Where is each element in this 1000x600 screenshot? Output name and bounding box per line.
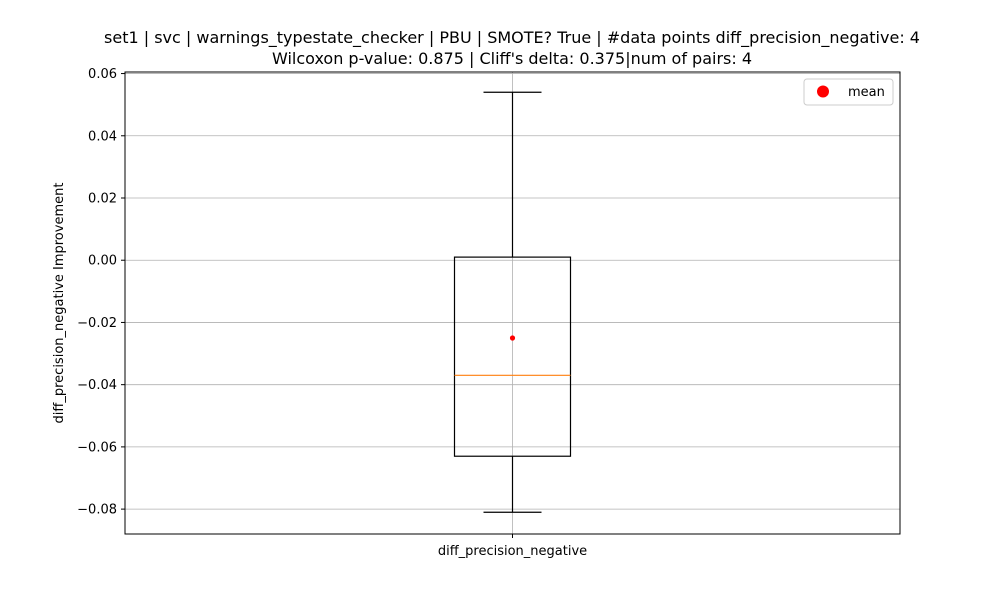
x-axis: diff_precision_negative bbox=[438, 534, 587, 559]
axes-frame bbox=[124, 71, 901, 535]
y-tick-label: 0.02 bbox=[88, 192, 117, 207]
y-tick-label: −0.08 bbox=[77, 503, 117, 518]
chart-title-line-1: set1 | svc | warnings_typestate_checker … bbox=[104, 28, 920, 48]
legend: mean bbox=[803, 78, 894, 106]
y-tick-label: −0.06 bbox=[77, 440, 117, 455]
legend-marker-mean bbox=[817, 85, 829, 98]
y-tick-label: 0.00 bbox=[88, 254, 117, 269]
y-axis-label: diff_precision_negative Improvement bbox=[52, 183, 67, 424]
plot-area bbox=[453, 91, 572, 513]
box-iqr bbox=[453, 256, 572, 457]
y-tick-label: −0.04 bbox=[77, 378, 117, 393]
y-axis: −0.08 −0.06 −0.04 −0.02 0.00 0.02 0.04 0.06 bbox=[77, 67, 125, 518]
y-tick-label: 0.04 bbox=[88, 129, 117, 144]
y-tick-label: 0.06 bbox=[88, 67, 117, 82]
legend-label-mean: mean bbox=[848, 85, 885, 100]
mean-marker bbox=[509, 335, 516, 341]
y-tick-label: −0.02 bbox=[77, 316, 117, 331]
chart-title-line-2: Wilcoxon p-value: 0.875 | Cliff's delta:… bbox=[272, 49, 752, 68]
x-tick-label: diff_precision_negative bbox=[438, 544, 587, 559]
legend-frame bbox=[803, 78, 894, 106]
